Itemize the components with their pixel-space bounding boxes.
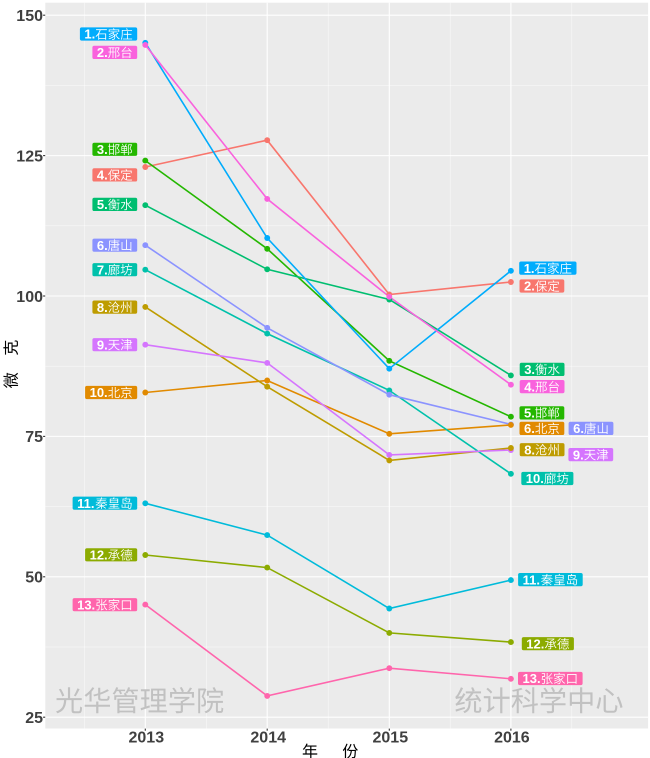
svg-text:5.: 5.	[97, 197, 108, 212]
svg-text:5.: 5.	[524, 406, 535, 421]
svg-text:2015: 2015	[373, 730, 409, 747]
svg-text:8.: 8.	[524, 442, 535, 457]
svg-text:50: 50	[25, 570, 43, 587]
svg-text:2013: 2013	[129, 730, 165, 747]
svg-text:13.: 13.	[523, 671, 541, 686]
svg-text:1.: 1.	[524, 261, 535, 276]
svg-text:2.: 2.	[524, 279, 535, 294]
svg-text:3.: 3.	[97, 142, 108, 157]
svg-text:2016: 2016	[494, 730, 530, 747]
svg-text:10.: 10.	[526, 471, 544, 486]
svg-text:1.: 1.	[84, 27, 95, 42]
svg-text:11.: 11.	[77, 496, 94, 511]
svg-text:125: 125	[16, 148, 43, 165]
svg-text:150: 150	[16, 8, 43, 25]
svg-text:100: 100	[16, 289, 43, 306]
svg-text:9.: 9.	[97, 337, 108, 352]
svg-text:3.: 3.	[524, 362, 535, 377]
svg-text:2.: 2.	[97, 45, 108, 60]
svg-text:12.: 12.	[90, 548, 108, 563]
svg-text:9.: 9.	[573, 447, 584, 462]
svg-text:11.: 11.	[523, 572, 540, 587]
svg-text:6.: 6.	[524, 421, 535, 436]
svg-text:12.: 12.	[526, 636, 544, 651]
svg-text:4.: 4.	[97, 168, 108, 183]
svg-text:6.: 6.	[97, 238, 108, 253]
svg-text:8.: 8.	[97, 300, 108, 315]
svg-text:4.: 4.	[524, 379, 535, 394]
svg-text:13.: 13.	[77, 597, 95, 612]
svg-text:6.: 6.	[573, 421, 584, 436]
svg-text:10.: 10.	[90, 385, 108, 400]
svg-text:2014: 2014	[250, 730, 286, 747]
svg-text:25: 25	[25, 710, 43, 727]
svg-text:7.: 7.	[97, 262, 108, 277]
svg-text:75: 75	[25, 429, 43, 446]
